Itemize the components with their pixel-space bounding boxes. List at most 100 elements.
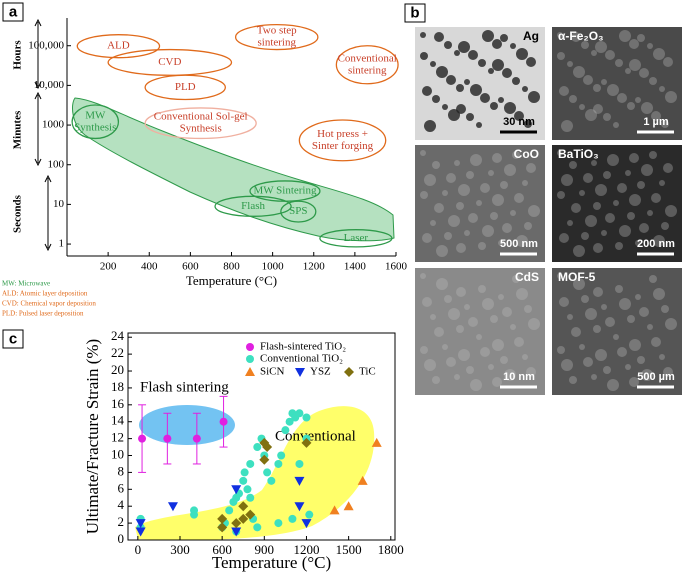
texture	[528, 318, 540, 330]
texture	[585, 215, 597, 227]
y-tick-label: 16	[111, 396, 125, 411]
texture	[653, 48, 665, 60]
point	[262, 442, 273, 453]
texture	[629, 59, 641, 71]
texture	[613, 122, 619, 128]
micrograph-image	[415, 268, 545, 395]
panel-label-box	[404, 3, 426, 23]
micrograph-label: α-Fe₂O₃	[558, 29, 604, 43]
texture	[492, 153, 502, 163]
legend-marker	[246, 343, 254, 351]
texture	[651, 111, 661, 121]
texture	[456, 243, 466, 253]
region	[335, 45, 399, 85]
region-label: sintering	[257, 37, 296, 49]
texture	[492, 39, 502, 49]
texture	[526, 57, 536, 67]
texture	[647, 324, 653, 330]
texture	[456, 202, 464, 210]
texture	[456, 287, 466, 297]
texture	[504, 164, 516, 176]
region-label: MW Sintering	[253, 185, 317, 197]
scale-label: 200 nm	[637, 238, 675, 250]
texture	[573, 245, 585, 257]
time-label: Hours	[12, 40, 24, 70]
texture	[641, 102, 653, 114]
texture	[424, 359, 436, 371]
texture	[617, 347, 627, 357]
region-label: Sinter forging	[312, 140, 374, 152]
legend-label: SiCN	[260, 366, 285, 378]
legend-label: YSZ	[310, 366, 331, 378]
point	[231, 485, 242, 495]
texture	[649, 275, 657, 283]
texture	[653, 235, 665, 247]
texture	[639, 307, 649, 317]
texture	[488, 68, 494, 74]
region-label: Laser	[344, 232, 369, 244]
x-tick-label: 0	[135, 542, 142, 557]
micrograph-image	[415, 145, 545, 262]
texture	[464, 79, 470, 85]
region-label: Conventional Sol-gel	[154, 111, 248, 123]
y-tick-label: 100	[48, 158, 65, 170]
point	[294, 476, 305, 486]
legend-label: Conventional TiO₂	[260, 353, 343, 365]
x-tick-label: 600	[182, 261, 199, 273]
legend-label: Flash-sintered TiO₂	[260, 341, 346, 353]
texture	[567, 314, 573, 320]
point	[329, 505, 340, 515]
point	[217, 522, 228, 533]
point	[238, 501, 249, 512]
legend-marker	[246, 355, 254, 363]
texture	[448, 308, 460, 320]
texture	[442, 190, 448, 196]
texture	[653, 288, 665, 300]
y-tick-label: 10	[53, 198, 65, 210]
point	[135, 527, 146, 537]
texture	[420, 273, 426, 279]
point	[305, 510, 314, 519]
texture	[647, 43, 653, 49]
texture	[490, 315, 498, 323]
micrograph: α-Fe₂O₃ 1 µm	[552, 27, 682, 140]
texture	[444, 232, 452, 240]
texture	[482, 298, 494, 310]
y-tick-label: 10,000	[34, 79, 65, 91]
texture	[595, 349, 607, 361]
texture	[512, 275, 520, 283]
texture	[629, 339, 641, 351]
note: PLD: Pulsed laser deposition	[2, 310, 84, 318]
texture	[615, 59, 623, 67]
texture	[468, 50, 478, 60]
texture	[615, 285, 623, 293]
texture	[434, 32, 444, 42]
y-axis-label: Ultimate/Fracture Strain (%)	[83, 339, 102, 534]
texture	[561, 359, 573, 371]
texture	[573, 278, 585, 290]
texture	[524, 120, 532, 128]
texture	[651, 337, 661, 347]
texture	[492, 339, 504, 351]
micrograph: BaTiO₃ 200 nm	[552, 145, 682, 262]
point	[277, 451, 286, 460]
texture	[659, 180, 665, 186]
texture	[661, 120, 669, 128]
texture	[466, 171, 474, 179]
texture	[422, 297, 432, 307]
texture	[466, 366, 474, 374]
point	[246, 493, 255, 502]
texture	[420, 191, 428, 199]
texture	[456, 84, 464, 92]
micrograph-label: CoO	[514, 147, 539, 161]
texture	[603, 171, 611, 179]
texture	[436, 278, 448, 290]
texture	[478, 242, 486, 250]
texture	[593, 84, 601, 92]
region-label: MW	[85, 109, 106, 121]
texture	[528, 91, 540, 103]
texture	[635, 294, 641, 300]
texture	[464, 230, 470, 236]
texture	[470, 84, 482, 96]
point	[357, 475, 368, 485]
